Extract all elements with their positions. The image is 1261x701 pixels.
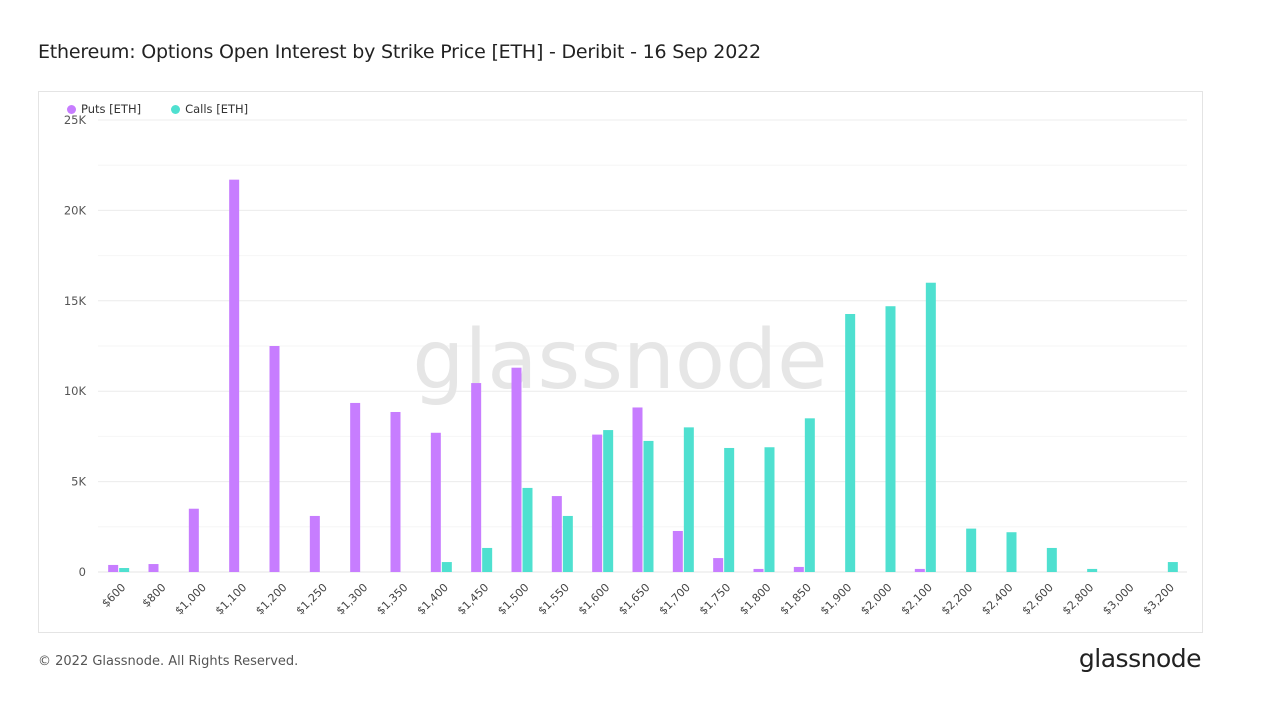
legend-label-puts: Puts [ETH] (81, 102, 142, 116)
calls-bar[interactable] (643, 440, 654, 572)
puts-bar[interactable] (350, 402, 361, 572)
y-tick-label: 10K (64, 384, 87, 398)
x-tick-label: $2,600 (1020, 581, 1056, 617)
puts-bar[interactable] (471, 383, 482, 572)
puts-bar[interactable] (592, 434, 603, 572)
calls-bar[interactable] (845, 313, 856, 572)
y-tick-label: 15K (64, 294, 87, 308)
watermark: glassnode (412, 313, 827, 408)
x-tick-label: $1,900 (818, 581, 854, 617)
puts-bar[interactable] (430, 432, 441, 572)
calls-bar[interactable] (1006, 532, 1017, 572)
puts-bar[interactable] (793, 566, 804, 572)
x-tick-label: $1,750 (697, 581, 733, 617)
x-tick-label: $2,200 (939, 581, 975, 617)
puts-bar[interactable] (390, 411, 401, 572)
x-tick-label: $1,250 (294, 581, 330, 617)
calls-bar[interactable] (764, 447, 775, 572)
calls-bar[interactable] (724, 447, 735, 572)
x-tick-label: $1,700 (657, 581, 693, 617)
calls-bar[interactable] (1167, 562, 1178, 572)
calls-bar[interactable] (1087, 568, 1098, 572)
puts-bar[interactable] (672, 530, 683, 572)
x-tick-label: $1,650 (616, 581, 652, 617)
chart-panel (38, 91, 1203, 633)
x-tick-label: $3,200 (1141, 581, 1177, 617)
x-tick-label: $1,300 (334, 581, 370, 617)
x-tick-label: $2,000 (858, 581, 894, 617)
calls-bar[interactable] (441, 562, 452, 572)
calls-dot-icon (171, 104, 181, 114)
glassnode-logo: glassnode (1078, 644, 1202, 673)
x-tick-label: $1,350 (374, 581, 410, 617)
x-tick-label: $2,400 (979, 581, 1015, 617)
x-tick-label: $1,550 (536, 581, 572, 617)
x-tick-label: $1,850 (778, 581, 814, 617)
legend-label-calls: Calls [ETH] (185, 102, 249, 116)
puts-bar[interactable] (713, 558, 724, 572)
puts-bar[interactable] (269, 346, 280, 572)
calls-bar[interactable] (603, 430, 614, 572)
x-tick-label: $2,100 (899, 581, 935, 617)
calls-bar[interactable] (562, 515, 573, 572)
calls-bar[interactable] (482, 547, 493, 572)
calls-bar[interactable] (1046, 547, 1057, 572)
x-tick-label: $1,600 (576, 581, 612, 617)
puts-bar[interactable] (753, 568, 764, 572)
legend-item-calls[interactable]: Calls [ETH] (171, 102, 248, 116)
puts-bar[interactable] (551, 496, 562, 572)
x-tick-label: $1,800 (737, 581, 773, 617)
calls-bar[interactable] (522, 487, 533, 572)
x-tick-label: $1,200 (253, 581, 289, 617)
chart-title: Ethereum: Options Open Interest by Strik… (38, 41, 761, 63)
puts-bar[interactable] (914, 568, 925, 572)
y-tick-label: 20K (64, 203, 87, 217)
x-tick-label: $3,000 (1100, 581, 1136, 617)
copyright: © 2022 Glassnode. All Rights Reserved. (38, 654, 299, 669)
puts-bar[interactable] (108, 564, 119, 572)
puts-bar[interactable] (229, 179, 240, 572)
puts-bar[interactable] (511, 367, 522, 572)
calls-bar[interactable] (885, 306, 896, 572)
y-tick-label: 5K (71, 475, 86, 489)
calls-bar[interactable] (119, 568, 130, 572)
puts-bar[interactable] (188, 508, 199, 572)
puts-bar[interactable] (148, 564, 159, 572)
puts-dot-icon (67, 104, 76, 114)
legend-item-puts[interactable]: Puts [ETH] (67, 102, 141, 116)
calls-bar[interactable] (683, 427, 694, 572)
x-tick-label: $1,000 (173, 581, 209, 617)
x-tick-label: $1,450 (455, 581, 491, 617)
calls-bar[interactable] (925, 282, 936, 572)
x-tick-label: $600 (99, 581, 128, 610)
x-tick-label: $1,400 (415, 581, 451, 617)
puts-bar[interactable] (632, 407, 643, 572)
calls-bar[interactable] (804, 418, 815, 572)
x-tick-label: $800 (140, 581, 169, 610)
x-tick-label: $1,100 (213, 581, 249, 617)
y-tick-label: 25K (64, 113, 87, 127)
x-tick-label: $2,800 (1060, 581, 1096, 617)
calls-bar[interactable] (966, 528, 977, 572)
y-tick-label: 0 (79, 565, 86, 579)
legend: Puts [ETH] Calls [ETH] (67, 102, 248, 116)
puts-bar[interactable] (309, 515, 320, 572)
x-tick-label: $1,500 (495, 581, 531, 617)
